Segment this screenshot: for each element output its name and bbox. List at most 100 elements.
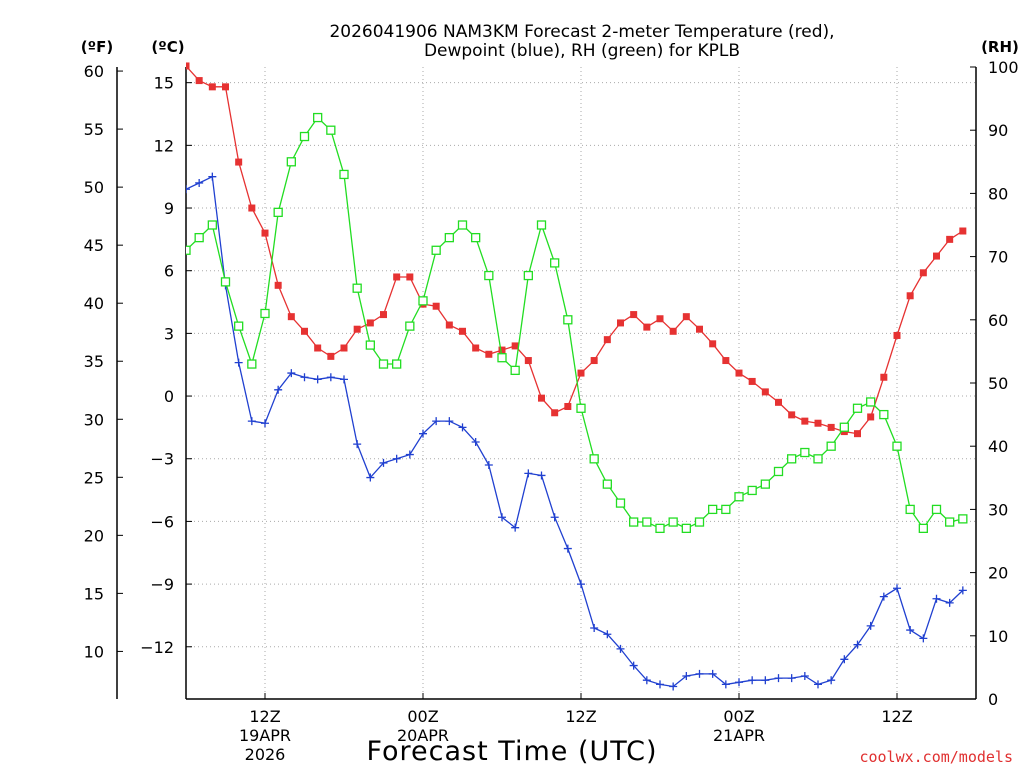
data-point: [458, 423, 467, 432]
plot-area: [169, 62, 968, 691]
data-point: [919, 269, 927, 277]
data-point: [537, 471, 546, 480]
data-point: [589, 454, 599, 464]
data-point: [788, 411, 796, 419]
x-axis-title: Forecast Time (UTC): [366, 736, 657, 767]
series-dewpoint: [169, 172, 967, 691]
data-point: [459, 327, 466, 335]
celsius-tick-label: −3: [150, 450, 174, 469]
data-point: [260, 308, 270, 319]
data-point: [892, 441, 902, 451]
chart-title-line2: Dewpoint (blue), RH (green) for KPLB: [424, 41, 740, 61]
data-point: [629, 661, 638, 670]
rh-tick-label: 10: [988, 627, 1008, 646]
data-point: [169, 185, 177, 193]
fahrenheit-tick-label: 40: [84, 294, 104, 313]
data-point: [484, 461, 493, 470]
data-point: [590, 623, 599, 632]
data-point: [287, 369, 296, 378]
data-point: [195, 77, 203, 85]
data-point: [498, 346, 506, 354]
tick-labels: 605550454035302520151015129630−3−6−9−121…: [84, 58, 1019, 764]
data-point: [656, 315, 664, 323]
data-point: [616, 644, 625, 653]
data-point: [432, 302, 440, 310]
data-point: [563, 315, 573, 325]
data-point: [694, 517, 705, 527]
data-point: [734, 492, 744, 502]
time-tick-label: 00Z: [723, 707, 754, 726]
celsius-tick-label: 0: [164, 387, 174, 406]
time-tick-date: 21APR: [713, 726, 765, 745]
series-temperature: [186, 62, 967, 438]
data-point: [273, 207, 283, 218]
data-point: [681, 523, 691, 534]
fahrenheit-tick-label: 55: [84, 120, 104, 139]
fahrenheit-tick-label: 60: [84, 62, 104, 81]
data-point: [945, 598, 954, 607]
celsius-tick-label: 6: [164, 262, 174, 281]
data-point: [392, 359, 402, 369]
data-point: [524, 469, 533, 478]
fahrenheit-tick-label: 20: [84, 526, 104, 545]
data-point: [905, 504, 915, 515]
data-point: [682, 313, 690, 321]
data-point: [748, 377, 756, 385]
data-point: [958, 586, 967, 595]
time-tick-date: 20APR: [397, 726, 449, 745]
data-point: [471, 438, 480, 447]
data-point: [366, 319, 374, 327]
data-point: [274, 385, 283, 394]
data-point: [550, 513, 559, 522]
data-point: [602, 479, 612, 489]
data-point: [656, 680, 664, 689]
data-point: [523, 270, 533, 281]
data-point: [642, 676, 651, 685]
data-point: [366, 473, 375, 482]
data-point: [274, 281, 282, 289]
data-point: [906, 626, 915, 635]
rh-axis-unit: (RH): [981, 38, 1019, 56]
data-point: [247, 359, 257, 369]
time-tick-year: 2026: [245, 745, 286, 764]
rh-tick-label: 80: [988, 184, 1008, 203]
data-point: [444, 232, 454, 243]
data-point: [708, 504, 718, 515]
data-point: [551, 409, 559, 417]
data-point: [617, 319, 624, 327]
series-line: [186, 65, 964, 435]
data-point: [787, 454, 797, 464]
data-point: [879, 592, 888, 601]
data-point: [708, 669, 717, 678]
fahrenheit-tick-label: 35: [84, 352, 104, 371]
data-point: [576, 403, 586, 413]
data-point: [235, 158, 243, 166]
data-point: [511, 523, 520, 532]
fahrenheit-tick-label: 15: [84, 584, 104, 603]
data-point: [286, 157, 296, 167]
data-point: [695, 669, 704, 678]
data-point: [378, 359, 389, 369]
data-point: [314, 344, 322, 352]
time-tick-label: 12Z: [881, 707, 912, 726]
data-point: [261, 229, 269, 237]
data-point: [471, 232, 481, 243]
rh-tick-label: 60: [988, 311, 1008, 330]
fahrenheit-tick-label: 25: [84, 468, 104, 487]
data-point: [379, 458, 388, 467]
data-point: [497, 353, 507, 363]
data-point: [234, 358, 243, 367]
data-point: [222, 83, 229, 91]
grid: [186, 67, 976, 699]
data-point: [352, 283, 362, 293]
data-point: [186, 245, 191, 255]
series-layer: [169, 62, 968, 691]
data-point: [301, 327, 308, 335]
data-point: [472, 344, 480, 352]
data-point: [313, 375, 322, 384]
data-point: [485, 350, 493, 358]
data-point: [721, 504, 731, 515]
data-point: [775, 398, 782, 406]
data-point: [577, 580, 585, 589]
